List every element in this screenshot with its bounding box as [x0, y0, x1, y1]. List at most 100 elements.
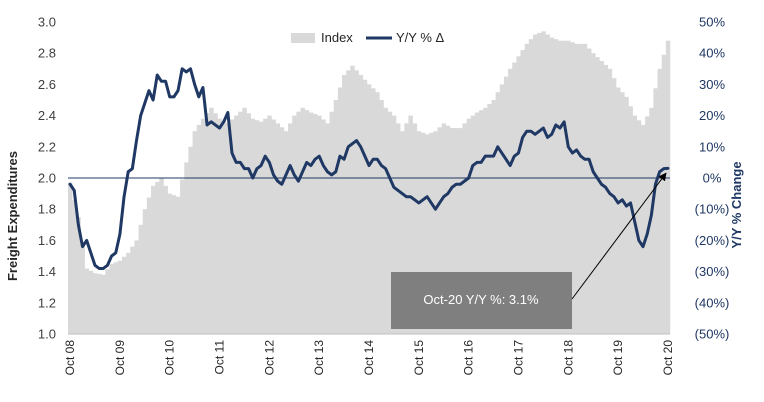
- legend-label-yoy: Y/Y % Δ: [396, 30, 445, 45]
- x-tick-label: Oct 10: [163, 340, 177, 376]
- index-bar: [441, 123, 447, 335]
- index-bar: [578, 43, 584, 335]
- index-bar: [603, 64, 609, 335]
- left-tick-label: 1.4: [38, 264, 56, 279]
- left-axis-title: Freight Expenditures: [5, 151, 20, 281]
- index-bar: [175, 196, 181, 334]
- index-bar: [229, 119, 235, 334]
- index-bar: [275, 123, 281, 335]
- right-tick-label: (40%): [695, 295, 730, 310]
- index-bar: [595, 57, 600, 334]
- index-bar: [437, 127, 442, 334]
- index-bar: [354, 70, 359, 335]
- index-bar: [653, 88, 658, 334]
- left-tick-label: 2.0: [38, 171, 56, 186]
- index-bar: [358, 75, 364, 334]
- index-bar: [640, 124, 646, 335]
- index-bar: [408, 115, 413, 334]
- index-bar: [549, 37, 555, 334]
- index-bar: [76, 217, 81, 334]
- index-bar: [205, 113, 210, 334]
- index-bar: [180, 179, 185, 334]
- index-bar: [101, 274, 106, 334]
- right-axis-title: Y/Y % Change: [729, 161, 744, 248]
- index-bar: [109, 263, 114, 334]
- index-bar: [296, 111, 301, 334]
- index-bar: [221, 121, 227, 334]
- index-bar: [333, 100, 339, 334]
- index-bar: [474, 112, 480, 334]
- right-tick-label: 0%: [703, 171, 722, 186]
- index-bar: [105, 269, 110, 334]
- index-bar: [288, 123, 293, 335]
- right-tick-label: (20%): [695, 233, 730, 248]
- index-bar: [225, 123, 231, 335]
- index-bar: [159, 178, 164, 334]
- index-bar: [570, 42, 575, 334]
- index-bar: [267, 115, 272, 334]
- right-tick-label: 40%: [699, 46, 725, 61]
- index-bar: [445, 125, 451, 335]
- index-bar: [495, 92, 501, 334]
- index-bar: [68, 182, 73, 334]
- index-bar: [138, 224, 144, 334]
- index-bar: [188, 146, 193, 334]
- index-bar: [304, 110, 310, 334]
- index-bar: [92, 273, 98, 334]
- index-bar: [258, 121, 264, 334]
- right-tick-label: (30%): [695, 264, 730, 279]
- index-bar: [528, 39, 534, 334]
- annotation-text: Oct-20 Y/Y %: 3.1%: [423, 292, 539, 307]
- index-bar: [200, 118, 206, 334]
- index-bar: [371, 88, 376, 334]
- index-bar: [404, 123, 409, 335]
- index-bar: [196, 124, 202, 335]
- left-tick-label: 2.6: [38, 77, 56, 92]
- index-bar: [499, 84, 505, 335]
- index-bar: [508, 68, 513, 335]
- left-tick-label: 2.4: [38, 108, 56, 123]
- x-tick-label: Oct 17: [511, 340, 525, 376]
- index-bar: [591, 53, 596, 334]
- index-bar: [342, 75, 347, 334]
- index-bar: [317, 115, 322, 334]
- index-bar: [607, 68, 613, 335]
- x-tick-label: Oct 09: [113, 340, 127, 376]
- index-bar: [379, 100, 384, 334]
- x-tick-label: Oct 15: [412, 340, 426, 376]
- index-bar: [582, 43, 588, 335]
- index-bar: [126, 252, 131, 334]
- index-bar: [329, 111, 335, 334]
- index-bar: [470, 115, 476, 334]
- index-bar: [420, 132, 426, 334]
- index-bar: [84, 268, 90, 334]
- index-bar: [283, 131, 289, 334]
- x-tick-label: Oct 14: [362, 340, 376, 376]
- index-bar: [416, 131, 422, 334]
- index-bar: [636, 120, 642, 334]
- index-bar: [292, 115, 297, 334]
- index-bar: [537, 32, 542, 335]
- index-bar: [167, 193, 173, 334]
- left-tick-label: 3.0: [38, 15, 56, 30]
- index-bar: [391, 115, 397, 334]
- index-bar: [242, 107, 247, 334]
- index-bar: [171, 195, 177, 334]
- legend-label-index: Index: [321, 30, 353, 45]
- index-bar: [130, 246, 135, 334]
- index-bar: [117, 260, 123, 334]
- index-bar: [425, 134, 430, 334]
- index-bar: [263, 118, 268, 334]
- index-bar: [279, 127, 285, 334]
- legend: Index Y/Y % Δ: [291, 30, 445, 45]
- left-tick-label: 2.2: [38, 139, 56, 154]
- left-axis-ticks: 1.0 1.2 1.4 1.6 1.8 2.0 2.2 2.4 2.6 2.8 3.0: [38, 15, 56, 342]
- right-tick-label: 50%: [699, 15, 725, 30]
- annotation-arrow: [571, 172, 667, 300]
- index-bar: [325, 123, 330, 335]
- index-bar: [520, 50, 525, 334]
- index-bar: [383, 107, 388, 334]
- x-tick-label: Oct 19: [611, 340, 625, 376]
- index-bar: [234, 115, 239, 334]
